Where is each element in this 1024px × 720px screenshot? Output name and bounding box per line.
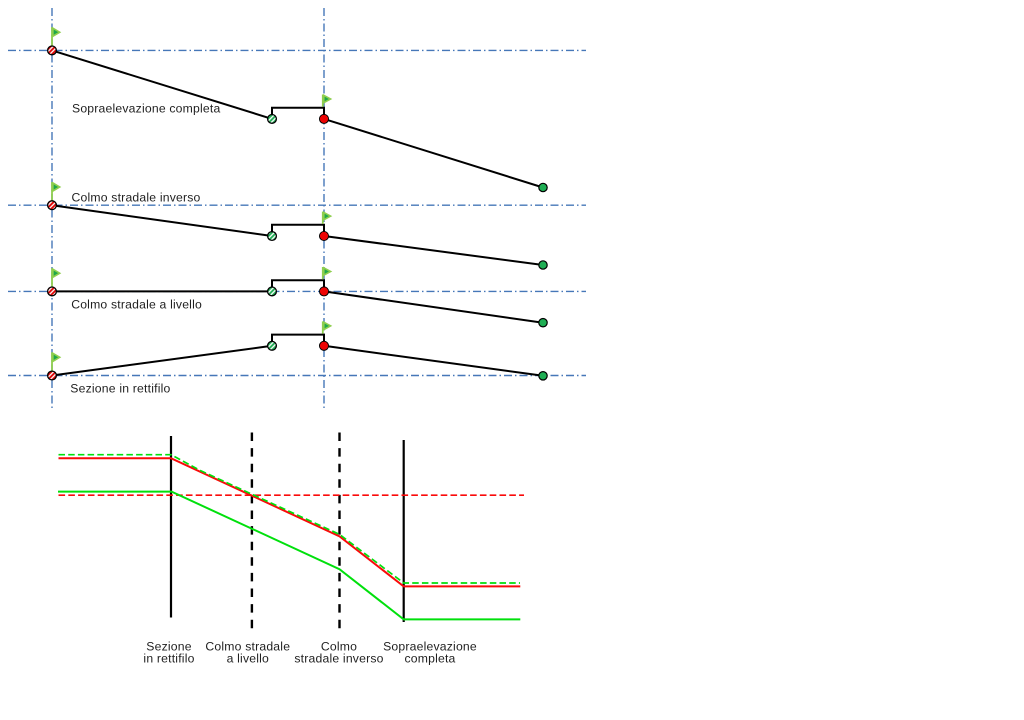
svg-text:Colmo stradale a livello: Colmo stradale a livello xyxy=(71,298,202,312)
svg-text:stradale inverso: stradale inverso xyxy=(294,652,383,666)
svg-text:Sezione in rettifilo: Sezione in rettifilo xyxy=(70,382,170,396)
svg-text:Colmo: Colmo xyxy=(321,640,357,654)
svg-text:Colmo stradale inverso: Colmo stradale inverso xyxy=(72,191,201,205)
svg-text:Sopraelevazione: Sopraelevazione xyxy=(383,640,477,654)
svg-text:completa: completa xyxy=(404,652,455,666)
svg-text:Colmo stradale: Colmo stradale xyxy=(205,640,290,654)
svg-text:in rettifilo: in rettifilo xyxy=(143,652,194,666)
svg-text:a livello: a livello xyxy=(227,652,269,666)
svg-text:Sezione: Sezione xyxy=(146,640,191,654)
svg-text:Sopraelevazione completa: Sopraelevazione completa xyxy=(72,102,220,116)
